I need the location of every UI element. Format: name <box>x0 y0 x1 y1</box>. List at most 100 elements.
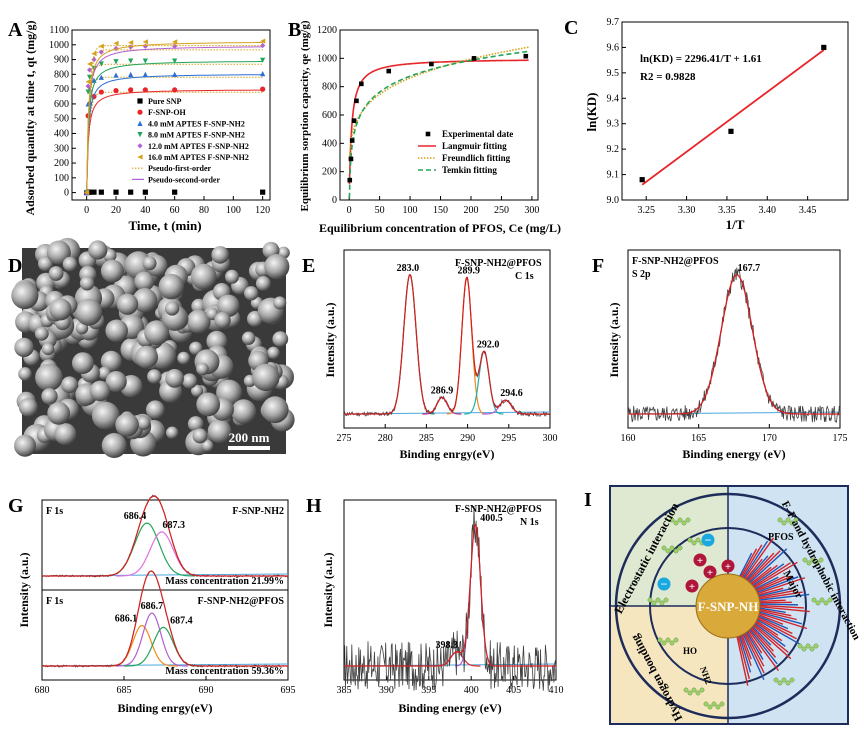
point-b-1 <box>349 157 354 162</box>
panel-d: D 200 nm <box>8 238 295 458</box>
point-a-s5-1 <box>86 79 91 84</box>
legend-label-a-4: 12.0 mM APTES F-SNP-NH2 <box>148 142 249 151</box>
point-a-s0-5 <box>113 190 118 195</box>
nanoparticle <box>11 282 38 309</box>
molecule-bead <box>664 598 668 602</box>
title-f: F-SNP-NH2@PFOS <box>632 256 719 267</box>
y-label-e: Intensity (a.u.) <box>323 302 337 377</box>
y-label-h: Intensity (a.u.) <box>321 552 335 627</box>
nanoparticle <box>214 312 231 329</box>
y-tick-c-label: 9.6 <box>607 42 620 53</box>
point-a-s0-9 <box>260 190 265 195</box>
x-tick-c-label: 3.30 <box>678 205 696 216</box>
e-xtick-label: 295 <box>501 433 516 444</box>
x-tick-b-label: 300 <box>524 205 539 216</box>
x-tick-b-label: 50 <box>375 205 385 216</box>
molecule-bead <box>708 705 712 709</box>
y-tick-c-label: 9.3 <box>607 119 620 130</box>
g-bottom-peak-label-2: 687.4 <box>170 615 193 626</box>
e-peak-label-1: 286.9 <box>431 385 454 396</box>
pfos-chain <box>758 604 798 605</box>
positive-charge-sign: + <box>707 567 713 579</box>
g-bottom-xtick-label: 680 <box>35 685 50 696</box>
nanoparticle <box>42 343 54 355</box>
molecule-bead <box>790 678 794 682</box>
y-tick-b-label: 400 <box>322 138 337 149</box>
point-a-s1-7 <box>143 87 148 92</box>
nanoparticle <box>225 270 239 284</box>
x-tick-c-label: 3.35 <box>718 205 736 216</box>
x-label-b: Equilibrium concentration of PFOS, Ce (m… <box>319 221 561 235</box>
subtitle-f: S 2p <box>632 269 651 280</box>
nanoparticle <box>18 367 32 381</box>
point-a-s0-3 <box>91 190 96 195</box>
g-bottom-component-0 <box>106 626 178 667</box>
f-xtick-label: 160 <box>621 433 636 444</box>
legend-marker-a-4 <box>137 143 142 148</box>
y-tick-a-label: 300 <box>54 143 69 154</box>
point-a-s3-5 <box>113 59 118 64</box>
f-raw <box>628 268 840 423</box>
y-tick-c-label: 9.7 <box>607 17 620 28</box>
nanoparticle <box>35 364 63 392</box>
molecule-bead <box>670 546 674 550</box>
nanoparticle <box>14 338 33 357</box>
molecule-bead <box>798 644 802 648</box>
molecule-bead <box>824 601 828 605</box>
sample-g-top: F-SNP-NH2 <box>232 506 284 517</box>
molecule-bead <box>782 521 786 525</box>
y-tick-c-label: 9.5 <box>607 68 620 79</box>
point-a-s0-8 <box>172 190 177 195</box>
y-tick-a-label: 600 <box>54 99 69 110</box>
sample-g-bottom: F-SNP-NH2@PFOS <box>197 596 284 607</box>
molecule-bead <box>720 702 724 706</box>
panel-label-g: G <box>8 495 24 517</box>
point-a-s1-4 <box>99 89 104 94</box>
x-label-c: 1/T <box>726 217 745 232</box>
point-a-s0-4 <box>99 190 104 195</box>
molecule-bead <box>670 641 674 645</box>
y-tick-c-label: 9.2 <box>607 144 620 155</box>
title-e: F-SNP-NH2@PFOS <box>455 258 542 269</box>
panel-label-e: E <box>302 255 315 277</box>
molecule-bead <box>802 647 806 651</box>
h-xtick-label: 410 <box>549 685 564 696</box>
nanoparticle <box>252 364 279 391</box>
point-a-s4-3 <box>91 57 96 62</box>
point-a-s2-5 <box>113 72 118 77</box>
pfos-label: PFOS <box>768 532 794 543</box>
legend-label-a-fit-1: Pseudo-second-order <box>148 175 220 184</box>
molecule-bead <box>778 681 782 685</box>
legend-label-a-5: 16.0 mM APTES F-SNP-NH2 <box>148 153 249 162</box>
point-b-7 <box>429 62 434 67</box>
point-b-2 <box>350 138 355 143</box>
point-a-s0-6 <box>128 190 133 195</box>
y-tick-a-label: 500 <box>54 114 69 125</box>
point-a-s2-8 <box>172 72 177 77</box>
panel-label-d: D <box>8 255 22 277</box>
x-tick-a-label: 0 <box>84 205 89 216</box>
molecule-bead <box>820 598 824 602</box>
point-b-0 <box>347 178 352 183</box>
x-tick-c-label: 3.40 <box>759 205 777 216</box>
molecule-bead <box>688 691 692 695</box>
legend-label-a-3: 8.0 mM APTES F-SNP-NH2 <box>148 131 245 140</box>
nanoparticle <box>147 369 161 383</box>
molecule-bead <box>660 601 664 605</box>
f-xtick-label: 165 <box>691 433 706 444</box>
e-xtick-label: 275 <box>337 433 352 444</box>
point-b-8 <box>472 56 477 61</box>
legend-label-b-0: Experimental date <box>442 129 513 139</box>
series-b <box>347 47 528 198</box>
y-tick-a-label: 700 <box>54 84 69 95</box>
point-a-s5-4 <box>99 44 104 49</box>
molecule-bead <box>700 688 704 692</box>
point-a-s2-7 <box>143 72 148 77</box>
e-component-0 <box>385 275 434 414</box>
plot-frame-b <box>340 30 538 200</box>
y-tick-c-label: 9.0 <box>607 195 620 206</box>
